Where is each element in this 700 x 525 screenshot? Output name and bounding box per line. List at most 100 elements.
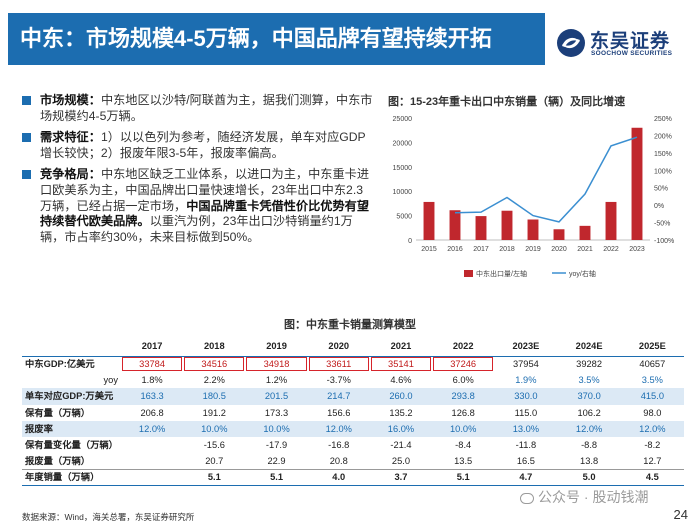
table-cell: 163.3 bbox=[120, 388, 184, 405]
table-cell: 37246 bbox=[432, 356, 494, 372]
page-number: 24 bbox=[673, 507, 688, 522]
bar bbox=[631, 127, 643, 240]
table-cell: 5.0 bbox=[557, 468, 621, 487]
table-cell: 370.0 bbox=[557, 388, 621, 405]
data-source: 数据来源：Wind，海关总署，东吴证券研究所 bbox=[22, 512, 195, 522]
table-cell: 293.8 bbox=[432, 388, 495, 405]
table-cell: 5.1 bbox=[183, 468, 246, 487]
table-row: 保有量（万辆） 206.8 191.2 173.3 156.6 135.2 126.8 115… bbox=[22, 405, 684, 421]
bullet-text: 1）以以色列为参考，随经济发展，单车对应GDP增长较快；2）报废年限3-5年，报… bbox=[40, 130, 366, 160]
table-cell: 35141 bbox=[370, 356, 432, 372]
bar bbox=[475, 216, 487, 240]
table-row: yoy 1.8% 2.2% 1.2% -3.7% 4.6% 6.0% 1.9% 3.5% 3.5% bbox=[22, 372, 684, 388]
table-cell: -17.9 bbox=[265, 440, 288, 451]
row-header: 报废量（万辆） bbox=[25, 455, 91, 466]
y-right-tick-label: 50% bbox=[654, 186, 668, 193]
table-cell: -8.2 bbox=[644, 440, 661, 451]
table-cell: 20.8 bbox=[329, 455, 348, 466]
table-cell: 5.1 bbox=[245, 468, 308, 487]
legend-bar-swatch bbox=[464, 270, 473, 277]
bullet-square-icon bbox=[22, 133, 31, 143]
table-row: 中东GDP:亿美元 33784 34516 34918 33611 35141 37246 3… bbox=[22, 356, 684, 372]
table-cell: 156.6 bbox=[327, 407, 351, 418]
table-cell: 10.0% bbox=[245, 420, 308, 437]
bullet-tail: 以重汽为例，23年出口沙特销量约1万辆，市占率约30%，未来目标做到50%。 bbox=[40, 214, 353, 244]
bar bbox=[553, 229, 565, 240]
x-tick-label: 2016 bbox=[447, 246, 463, 253]
bullet-label: 竞争格局： bbox=[40, 167, 101, 182]
table-cell: 12.7 bbox=[643, 455, 662, 466]
header-corner-cell bbox=[22, 337, 121, 357]
y-left-tick-label: 25000 bbox=[393, 116, 413, 123]
y-left-tick-label: 15000 bbox=[393, 165, 413, 172]
table-cell: 34918 bbox=[245, 356, 307, 372]
table-cell: 4.7 bbox=[494, 468, 558, 487]
column-header: 2021 bbox=[369, 337, 433, 357]
table-cell: 13.5 bbox=[454, 455, 473, 466]
bullet-demand: 需求特征：1）以以色列为参考，随经济发展，单车对应GDP增长较快；2）报废年限3… bbox=[22, 130, 374, 161]
x-tick-label: 2021 bbox=[577, 246, 593, 253]
column-header: 2019 bbox=[245, 337, 308, 357]
y-right-tick-label: 200% bbox=[654, 133, 672, 140]
table-cell bbox=[121, 437, 183, 453]
bullet-market-size: 市场规模：中东地区以沙特/阿联酋为主，据我们测算，中东市场规模约4-5万辆。 bbox=[22, 93, 374, 124]
table-cell: 12.0% bbox=[557, 420, 621, 437]
table-row: 单车对应GDP:万美元 163.3 180.5 201.5 214.7 260.0 293.… bbox=[22, 388, 684, 405]
table-cell: 20.7 bbox=[205, 455, 224, 466]
table-cell: 126.8 bbox=[451, 407, 475, 418]
bullet-label: 需求特征： bbox=[40, 130, 101, 145]
table-cell: 4.0 bbox=[307, 468, 370, 487]
table-cell: 33784 bbox=[121, 356, 183, 372]
column-header: 2017 bbox=[120, 337, 184, 357]
column-header: 2018 bbox=[183, 337, 246, 357]
table-cell: 106.2 bbox=[577, 407, 601, 418]
row-header: 单车对应GDP:万美元 bbox=[22, 388, 121, 405]
table-cell: -8.4 bbox=[455, 440, 472, 451]
table-row: 保有量变化量（万辆） -15.6 -17.9 -16.8 -21.4 -8.4 -11.8 -… bbox=[22, 437, 684, 453]
table-cell: 1.2% bbox=[265, 375, 288, 386]
table-cell: 34516 bbox=[183, 356, 245, 372]
table-cell: -11.8 bbox=[515, 440, 537, 451]
table-cell: 98.0 bbox=[643, 407, 662, 418]
x-tick-label: 2015 bbox=[421, 246, 437, 253]
header: 中东：市场规模4-5万辆，中国品牌有望持续开拓 东吴证券 SOOCHOW SEC… bbox=[0, 0, 700, 78]
table-cell: 214.7 bbox=[307, 388, 370, 405]
logo-mark-icon bbox=[557, 29, 585, 57]
table-cell: 3.5% bbox=[641, 375, 663, 386]
sales-model-table: 2017 2018 2019 2020 2021 2022 2023E 2024E 2025E … bbox=[22, 337, 684, 487]
column-header: 2020 bbox=[307, 337, 370, 357]
wechat-icon bbox=[520, 492, 534, 504]
table-cell: 173.3 bbox=[264, 407, 289, 418]
company-logo: 东吴证券 SOOCHOW SECURITIES bbox=[556, 26, 694, 62]
table-cell: 13.0% bbox=[494, 420, 558, 437]
table-cell: 33611 bbox=[308, 356, 370, 372]
table-cell: 115.0 bbox=[514, 407, 538, 418]
table-cell: 16.5 bbox=[516, 455, 535, 466]
table-cell: 12.0% bbox=[620, 420, 684, 437]
row-header: yoy bbox=[103, 375, 118, 386]
table-cell: 39282 bbox=[576, 359, 603, 370]
y-right-tick-label: 0% bbox=[654, 203, 664, 210]
table-cell: 37954 bbox=[512, 359, 539, 370]
table-cell: 5.1 bbox=[432, 468, 495, 487]
y-left-tick-label: 0 bbox=[408, 238, 412, 245]
bar bbox=[449, 210, 461, 240]
x-tick-label: 2020 bbox=[551, 246, 567, 253]
table-cell: -15.6 bbox=[203, 440, 225, 451]
table-row: 年度销量（万辆） 5.1 5.1 4.0 3.7 5.1 4.7 5.0 4.5 bbox=[22, 468, 684, 487]
table-cell: -8.8 bbox=[581, 440, 598, 451]
x-tick-label: 2017 bbox=[473, 246, 489, 253]
table-cell: 330.0 bbox=[494, 388, 558, 405]
table-cell: 12.0% bbox=[307, 420, 370, 437]
x-tick-label: 2018 bbox=[499, 246, 515, 253]
bullet-text: 中东地区以沙特/阿联酋为主，据我们测算，中东市场规模约4-5万辆。 bbox=[40, 93, 373, 123]
y-right-tick-label: -100% bbox=[654, 238, 674, 245]
bullet-square-icon bbox=[22, 170, 31, 180]
table-row: 报废率 12.0% 10.0% 10.0% 12.0% 16.0% 10.0% 13.0% 12… bbox=[22, 420, 684, 437]
table-cell: 13.8 bbox=[580, 455, 599, 466]
bar bbox=[579, 225, 591, 240]
table-row: 报废量（万辆） 20.7 22.9 20.8 25.0 13.5 16.5 13.8 12.7 bbox=[22, 453, 684, 469]
table-cell: 1.9% bbox=[515, 375, 537, 386]
bar bbox=[527, 219, 539, 240]
table-cell bbox=[120, 468, 184, 487]
